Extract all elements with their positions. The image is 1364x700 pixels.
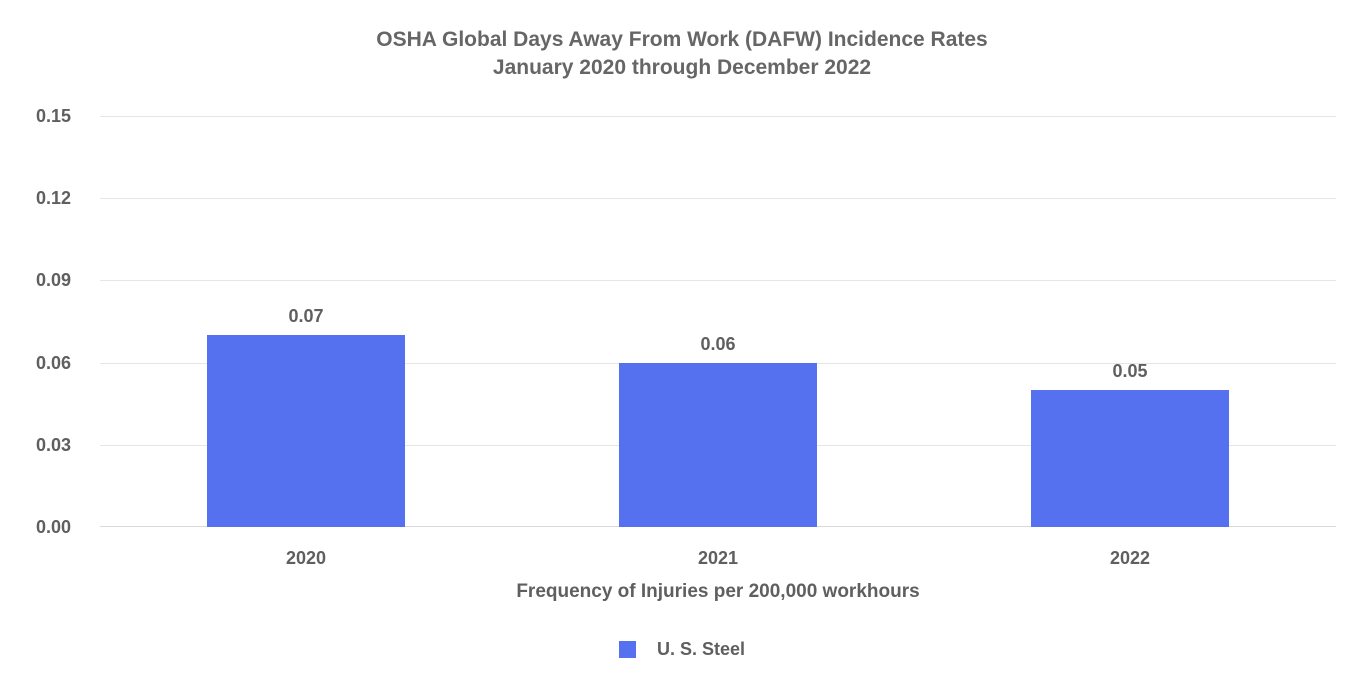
x-axis-labels: 2020 2021 2022 bbox=[0, 547, 1364, 569]
y-axis-tick-label: 0.12 bbox=[35, 188, 71, 209]
chart-title-line1: OSHA Global Days Away From Work (DAFW) I… bbox=[376, 28, 988, 51]
y-axis-tick-label: 0.09 bbox=[35, 270, 71, 291]
y-axis-tick-label: 0.00 bbox=[35, 517, 71, 537]
gridline bbox=[100, 198, 1336, 200]
gridline bbox=[100, 116, 1336, 117]
bar-value-label: 0.07 bbox=[288, 306, 324, 327]
legend-label: U. S. Steel bbox=[656, 639, 746, 659]
legend-swatch-icon bbox=[618, 640, 636, 658]
x-axis-tick-label: 2021 bbox=[697, 548, 739, 568]
gridline bbox=[100, 280, 1336, 282]
bar-value-label: 0.06 bbox=[700, 333, 736, 354]
chart-title: OSHA Global Days Away From Work (DAFW) I… bbox=[0, 26, 1364, 82]
plot-area: 0.07 0.06 0.05 bbox=[100, 116, 1336, 527]
bar-2021[interactable] bbox=[619, 362, 817, 527]
x-axis-tick-label: 2022 bbox=[1109, 548, 1151, 568]
chart-title-line2: January 2020 through December 2022 bbox=[492, 56, 872, 79]
x-axis-title: Frequency of Injuries per 200,000 workho… bbox=[516, 581, 920, 602]
y-axis-tick-label: 0.03 bbox=[35, 434, 71, 455]
bar-2020[interactable] bbox=[207, 335, 405, 527]
y-axis-tick-label: 0.15 bbox=[35, 106, 71, 126]
legend: U. S. Steel bbox=[0, 639, 1364, 659]
bar-2022[interactable] bbox=[1031, 390, 1229, 527]
y-axis-tick-label: 0.06 bbox=[35, 352, 71, 373]
x-axis-tick-label: 2020 bbox=[285, 548, 327, 568]
bar-value-label: 0.05 bbox=[1112, 361, 1148, 381]
